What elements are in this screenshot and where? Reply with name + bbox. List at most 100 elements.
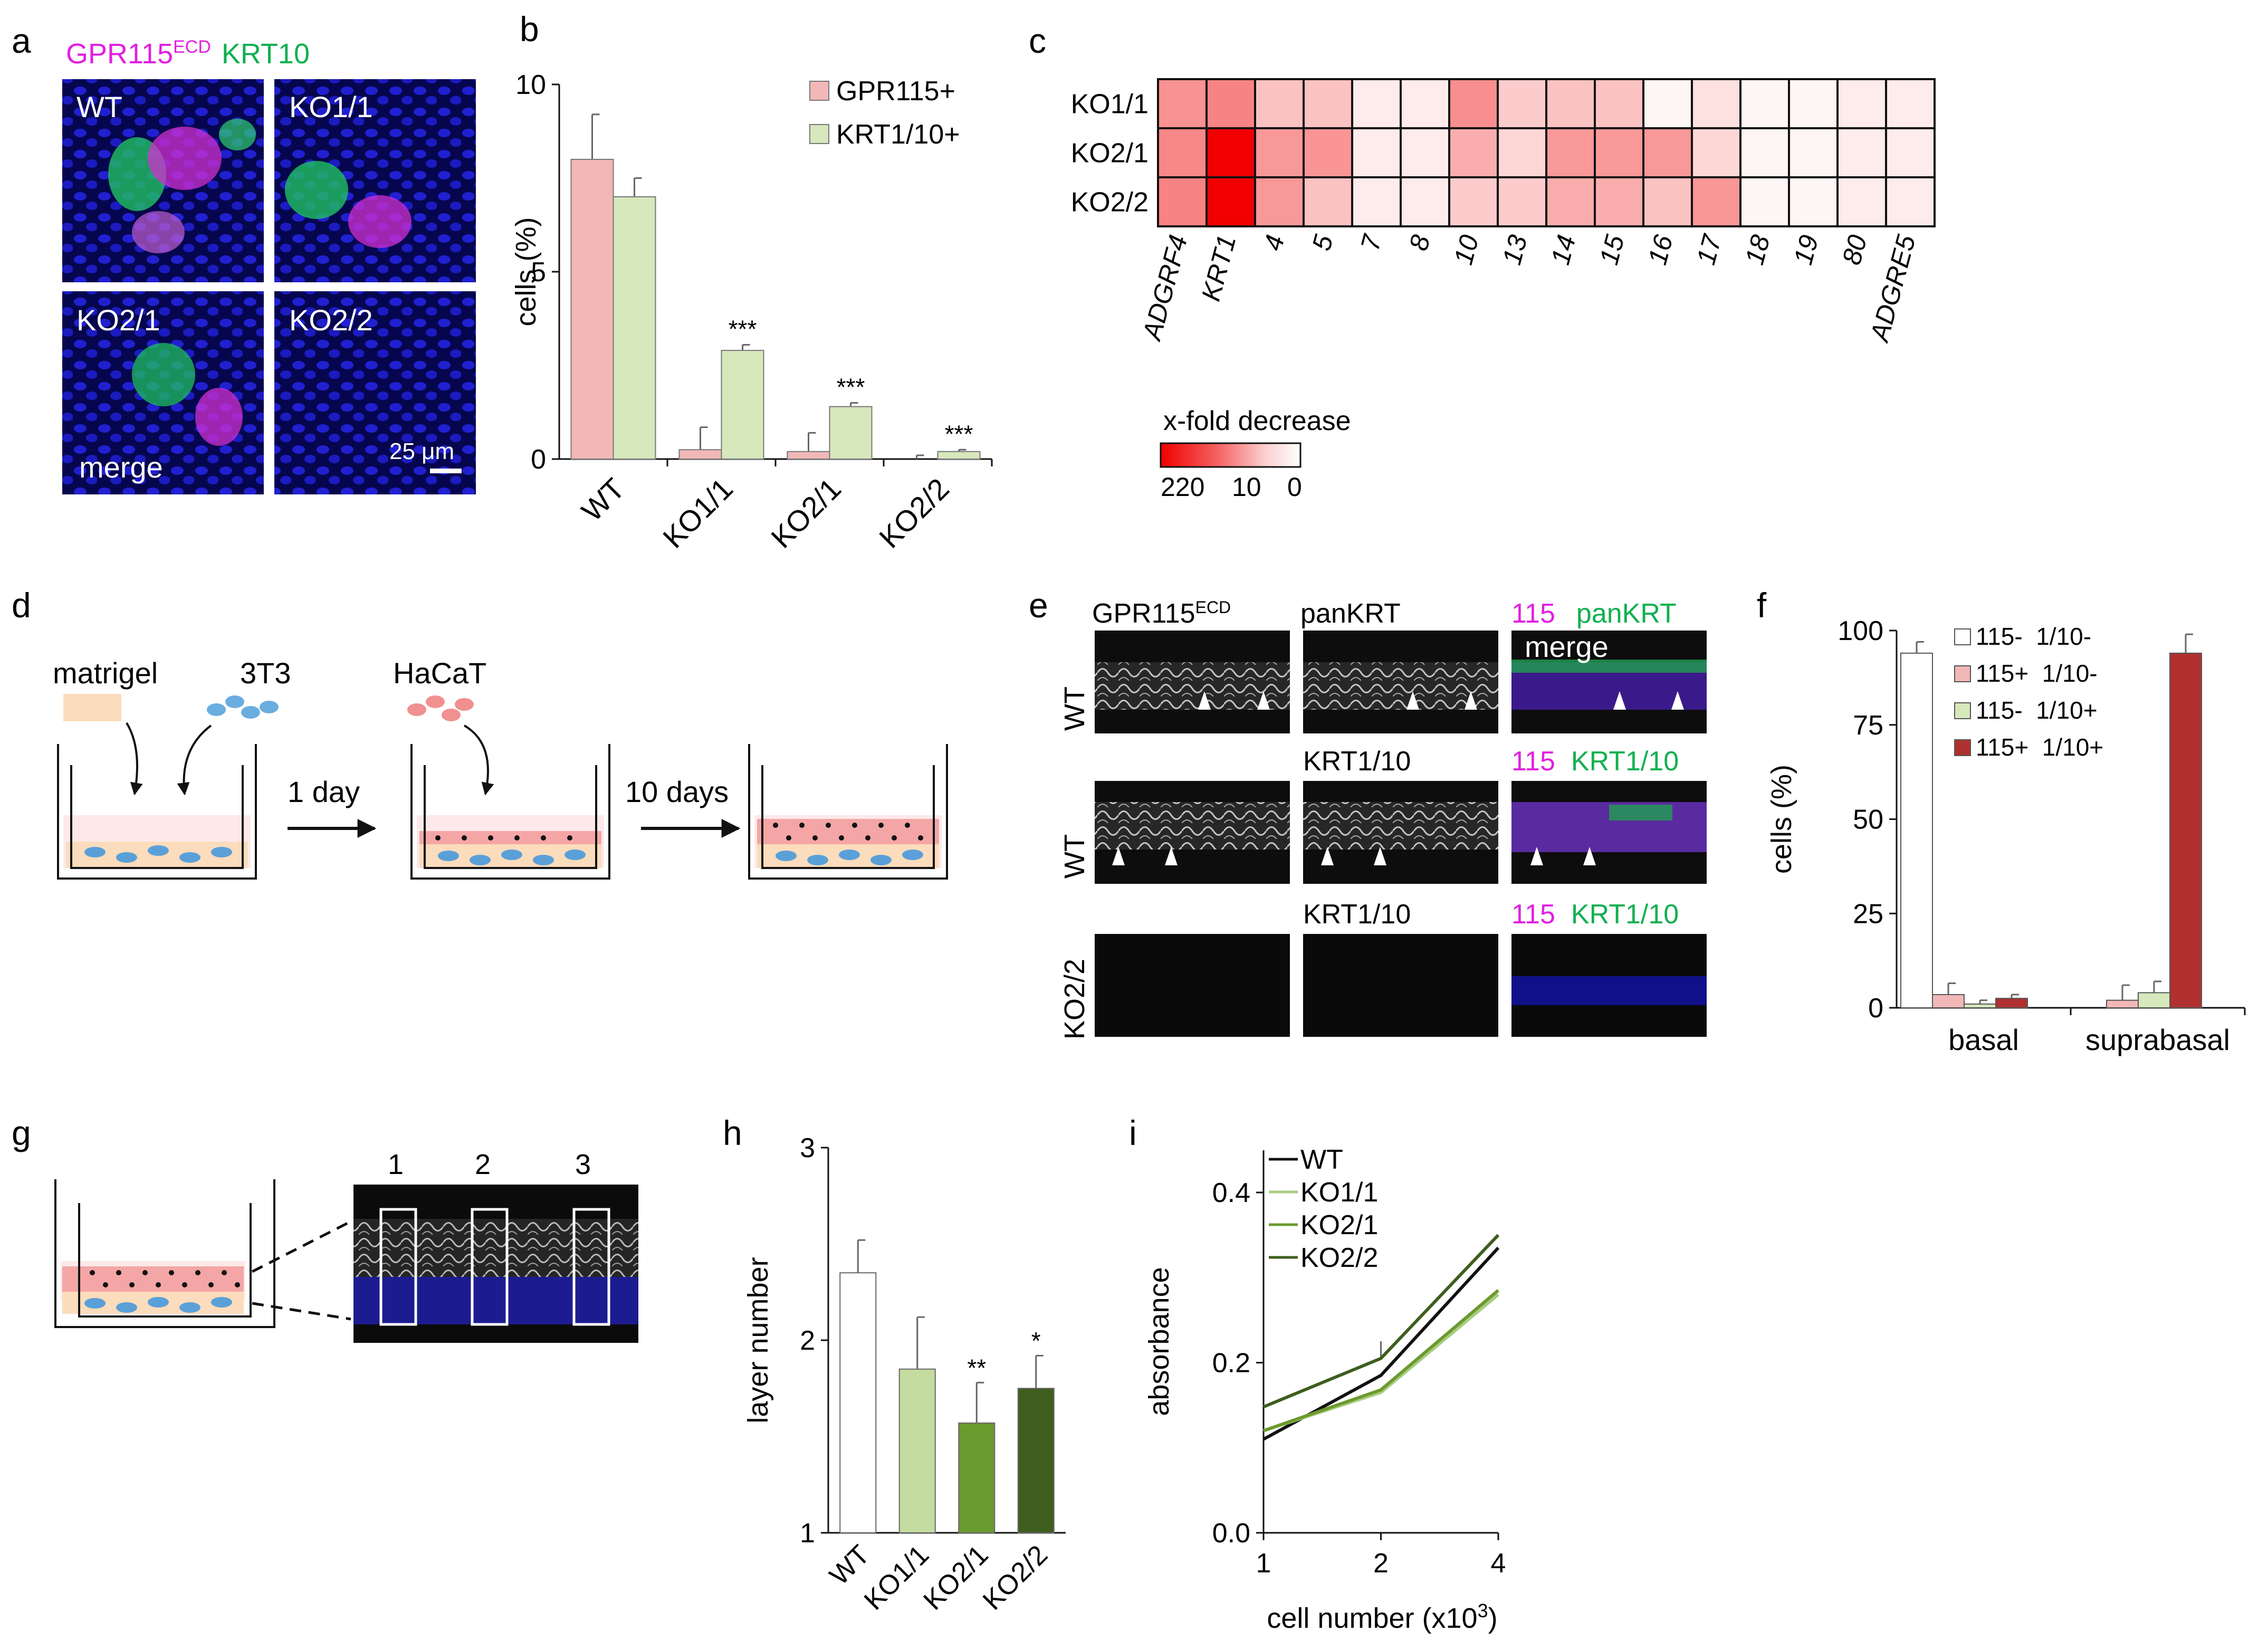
f-y-tick-label: 100 (1838, 616, 1883, 646)
c-column-label: 8 (1403, 232, 1436, 254)
g-box-label-2: 2 (475, 1149, 491, 1180)
i-y-tick-label: 0.2 (1212, 1348, 1250, 1379)
b-bar (787, 451, 830, 460)
i-x-tick-label: 1 (1256, 1548, 1271, 1579)
f-bar (1995, 998, 2028, 1008)
c-heatmap-cell (1303, 127, 1353, 178)
b-bar (613, 196, 656, 460)
h-x-tick-label: KO2/2 (977, 1539, 1054, 1616)
panel-label-e: e (1029, 586, 1048, 625)
panel-d-schematic: matrigel 3T3 1 day HaCaT (53, 656, 948, 880)
f-bar (1932, 994, 1965, 1008)
h-x-tick-label: KO2/1 (917, 1539, 994, 1616)
panel-label-b: b (520, 9, 539, 49)
h-bar (839, 1272, 877, 1533)
e-row-label-1: WT (1059, 686, 1090, 731)
c-heatmap-cell (1157, 176, 1208, 227)
heatmap-legend: x-fold decrease 220 10 0 (1160, 406, 1351, 502)
c-heatmap-cell (1303, 176, 1353, 227)
micrograph-tile-wt: WT (62, 79, 264, 282)
tile-label-wt: WT (76, 90, 122, 123)
i-x-axis-label-end: ) (1488, 1602, 1498, 1634)
b-legend-swatch (809, 124, 829, 144)
panel-label-f: f (1757, 586, 1767, 625)
panel-label-d: d (12, 586, 31, 625)
c-heatmap-cell (1642, 127, 1693, 178)
h-x-tick-label: WT (824, 1539, 876, 1591)
c-heatmap-cell (1497, 78, 1547, 129)
f-legend-label: 115+ 1/10+ (1976, 733, 2103, 761)
c-heatmap-cell (1545, 176, 1596, 227)
c-heatmap-cell (1788, 127, 1839, 178)
c-heatmap-cell (1157, 127, 1208, 178)
panel-e: GPR115ECD panKRT 115 panKRT merge KRT1/10… (1059, 598, 1707, 1039)
micrograph-tile-ko2-1: KO2/1 merge (62, 291, 264, 494)
c-heatmap-cell (1739, 176, 1790, 227)
panel-a: GPR115ECD KRT10 WT KO1/1 KO2/1 merge KO2/… (62, 37, 476, 494)
b-significance: *** (729, 315, 757, 342)
c-column-label: ADGRE5 (1864, 232, 1921, 346)
panel-a-title-magenta: GPR115 (66, 38, 173, 70)
tile-label-ko2-1: KO2/1 (76, 303, 160, 337)
c-column-label: 17 (1691, 231, 1727, 268)
chart-f: 0 25 50 75 100 cells (%) basal suprabasal 115- 1… (1766, 616, 2246, 1056)
b-bar (937, 451, 981, 460)
f-x-tick-label: basal (1948, 1023, 2019, 1056)
e-row2-115: 115 (1511, 746, 1555, 777)
well-step2 (410, 744, 610, 880)
panel-label-g: g (12, 1113, 31, 1152)
f-legend-label: 115+ 1/10- (1976, 660, 2098, 687)
b-legend-label: GPR115+ (836, 76, 955, 107)
c-heatmap-cell (1545, 127, 1596, 178)
label-1-day: 1 day (288, 775, 360, 808)
e-merge-label: merge (1525, 630, 1609, 663)
c-heatmap-cell (1739, 127, 1790, 178)
micrograph-tile-ko1-1: KO1/1 (274, 79, 476, 282)
i-legend-label: KO2/1 (1300, 1210, 1378, 1240)
c-column-label: 13 (1497, 232, 1533, 268)
e-row3-krt: KRT1/10 (1303, 899, 1411, 930)
panel-g-schematic: 1 2 3 (54, 1149, 638, 1343)
f-bar (2169, 652, 2202, 1008)
c-heatmap-cell (1885, 176, 1936, 227)
c-column-label: 19 (1788, 232, 1824, 268)
g-box-3 (572, 1208, 610, 1326)
b-bar (721, 350, 764, 460)
i-y-axis-label: absorbance (1143, 1267, 1175, 1416)
e-row3-115: 115 (1511, 899, 1555, 930)
c-heatmap-cell (1691, 78, 1741, 129)
i-y-tick-label: 0.4 (1212, 1178, 1250, 1208)
arrow-hacat (463, 724, 494, 796)
c-column-label: 4 (1258, 232, 1290, 253)
e-header-pankrt-green: panKRT (1576, 598, 1677, 629)
i-series-line (1263, 1293, 1499, 1433)
c-heatmap-cell (1642, 78, 1693, 129)
b-legend-swatch (809, 81, 829, 101)
e-row2-krt: KRT1/10 (1303, 746, 1411, 777)
c-heatmap-cell (1448, 176, 1499, 227)
f-y-tick-label: 25 (1853, 899, 1883, 929)
f-legend-swatch (1954, 702, 1971, 719)
label-3t3: 3T3 (240, 656, 291, 690)
b-y-tick-label: 5 (531, 257, 546, 288)
i-series-line (1263, 1289, 1499, 1433)
tile-label-ko1-1: KO1/1 (289, 90, 373, 123)
h-significance: ** (967, 1354, 986, 1381)
f-bar (1900, 652, 1933, 1008)
label-10-days: 10 days (625, 775, 729, 808)
c-heatmap-cell (1545, 78, 1596, 129)
c-heatmap-cell (1594, 176, 1644, 227)
c-heatmap-cell (1836, 176, 1887, 227)
b-x-tick-label: KO2/1 (764, 472, 847, 555)
cells-3t3-icon (207, 695, 279, 719)
c-heatmap-cell (1157, 78, 1208, 129)
c-row-label: KO2/1 (1071, 138, 1149, 169)
b-x-tick-label: KO1/1 (656, 472, 739, 555)
c-column-label: KRT1 (1196, 232, 1242, 304)
c-column-label: 10 (1448, 232, 1485, 268)
f-y-axis-label: cells (%) (1766, 765, 1797, 874)
